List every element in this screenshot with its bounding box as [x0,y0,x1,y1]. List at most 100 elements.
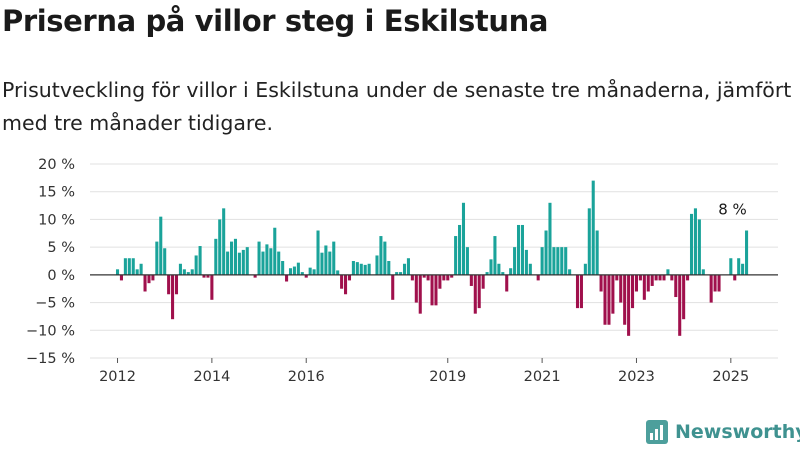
bar [686,274,690,281]
x-tick-label: 2021 [524,369,561,385]
bar [615,274,619,281]
bar [579,274,583,309]
bar [395,272,399,275]
bar [666,269,670,275]
chart-subtitle: Prisutveckling för villor i Eskilstuna u… [2,78,792,135]
bar [167,274,171,295]
y-tick-label: −15 % [26,351,75,367]
bar [717,274,721,292]
bar [528,263,532,275]
bar [670,274,674,281]
bar [607,274,611,325]
bar [131,258,135,275]
bar [399,272,403,275]
bar [446,274,450,281]
bar [178,263,182,275]
bar [139,263,143,275]
x-tick-label: 2012 [99,369,136,385]
bar [230,241,234,275]
bar [308,267,312,275]
bar [186,272,190,275]
y-tick-label: −5 % [35,296,75,312]
bar [233,238,237,275]
bar [119,274,123,281]
bar [587,208,591,275]
bar [324,245,328,275]
bar [328,251,332,275]
bar [458,224,462,275]
bar [509,268,513,275]
y-tick-label: 15 % [38,185,75,201]
bar [127,258,131,275]
bar [497,263,501,275]
bar [689,213,694,275]
x-tick-label: 2014 [193,369,230,385]
bar [300,272,304,275]
bar [210,274,214,300]
bar [682,274,686,320]
bar [434,274,438,306]
bar [115,269,120,275]
bar [595,230,599,275]
bar-chart: 20 % 15 % 10 % 5 % 0 % −5 % −10 % −15 % 2012 2014… [26,157,778,385]
bar [391,274,395,300]
bar [253,274,257,278]
x-tick-label: 2016 [288,369,325,385]
bar [241,249,245,275]
bar [226,251,230,275]
bar [285,274,289,282]
bar [603,274,607,325]
x-tick-label: 2025 [712,369,749,385]
bar [194,255,198,275]
bar [281,261,285,275]
y-tick-label: 20 % [38,157,75,173]
bar [312,269,316,275]
bar [465,247,469,275]
bar [674,274,678,298]
bar [347,274,352,281]
bar [583,263,587,275]
bar [190,269,194,275]
bar [544,230,548,275]
bar [461,202,466,275]
bar [375,255,379,275]
bar [737,258,741,275]
bar [237,252,241,275]
bar [379,236,383,275]
bar [202,274,206,278]
bar [214,238,218,275]
bar [501,272,505,275]
bar [155,241,159,275]
bar [505,274,509,292]
bar [418,274,422,314]
bar [599,274,603,292]
bar [332,241,336,275]
bar [163,248,167,275]
y-tick-label: −10 % [26,323,75,339]
chart-title: Priserna på villor steg i Eskilstuna [2,4,549,38]
bar [536,274,540,281]
bar [222,208,226,275]
bar [454,236,458,275]
bar [568,269,572,275]
bar [450,274,454,278]
bar [320,252,324,275]
bar-chart-logo-icon [646,420,668,444]
bar [383,241,387,275]
bar [516,224,521,275]
bar [410,274,414,281]
bar [402,263,407,275]
bar [575,274,580,309]
bar [147,274,151,284]
bar [733,274,737,281]
bar [438,274,442,289]
bar [477,274,481,309]
bar [135,269,139,275]
bar [288,268,293,275]
newsworthy-logo: Newsworthy [646,420,800,444]
bar [481,274,485,289]
bar [489,259,493,275]
bar [422,274,426,278]
x-tick-label: 2023 [618,369,655,385]
bar [355,262,359,275]
